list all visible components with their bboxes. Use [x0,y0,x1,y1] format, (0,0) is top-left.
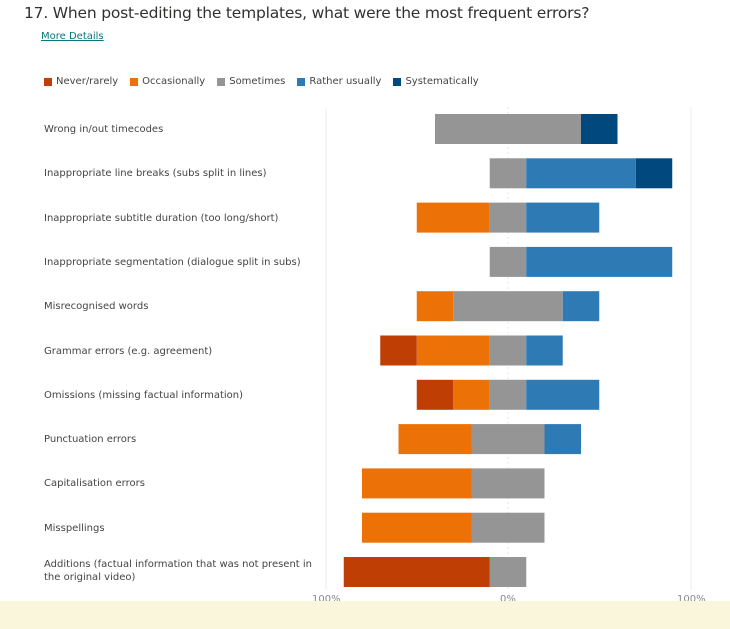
question-title: 17. When post-editing the templates, wha… [24,4,590,22]
legend-swatch [297,77,306,86]
legend-item[interactable]: Sometimes [217,76,285,87]
bar-segment-occasionally [416,335,490,366]
bar-segment-sometimes [489,379,527,410]
legend-label: Occasionally [142,76,206,87]
category-label: Inappropriate line breaks (subs split in… [44,168,267,180]
bar-segment-sometimes [489,158,527,189]
bar-segment-sometimes [489,246,527,277]
bar-segment-sometimes [471,512,545,543]
category-label: Misrecognised words [44,301,149,313]
x-tick-label-left: 100% [312,594,341,605]
legend-item[interactable]: Systematically [393,76,479,87]
bar-segment-sometimes [453,291,563,322]
category-label: Capitalisation errors [44,478,145,490]
bar-segment-sometimes [489,335,527,366]
bar-segment-rather-usually [526,202,600,233]
legend-label: Never/rarely [56,76,119,87]
bar-segment-occasionally [453,379,490,410]
legend-item[interactable]: Rather usually [297,76,381,87]
bar-segment-occasionally [398,424,472,455]
bar-segment-rather-usually [562,291,600,322]
bar-segment-rather-usually [526,246,673,277]
category-label: Additions (factual information that was … [44,559,313,583]
legend-label: Rather usually [309,76,382,87]
bar-segment-rather-usually [544,424,581,455]
legend-label: Sometimes [229,76,286,87]
bar-segment-rather-usually [526,158,636,189]
x-tick-label-center: 0% [500,594,516,605]
bar-segment-sometimes [435,114,581,144]
x-tick-label-right: 100% [677,594,706,605]
bar-segment-never-rarely [343,557,490,587]
bar-segment-sometimes [489,557,527,587]
bar-segment-never-rarely [380,335,417,366]
bar-segment-systematically [581,114,618,144]
bar-segment-occasionally [362,468,472,499]
bar-segment-systematically [635,158,673,189]
chart-legend: Never/rarely Occasionally Sometimes Rather … [44,76,479,87]
legend-label: Systematically [405,76,479,87]
category-label: Misspellings [44,522,105,534]
category-label: Inappropriate segmentation (dialogue spl… [44,256,301,268]
bar-segment-sometimes [489,202,527,233]
legend-swatch [393,77,402,86]
category-label: Wrong in/out timecodes [44,124,164,135]
category-label: Omissions (missing factual information) [44,389,244,401]
bar-segment-never-rarely [416,379,454,410]
legend-item[interactable]: Never/rarely [44,76,118,87]
bar-segment-rather-usually [526,379,600,410]
bar-segment-occasionally [416,202,490,233]
legend-item[interactable]: Occasionally [130,76,205,87]
bar-segment-occasionally [362,512,472,543]
bar-segment-rather-usually [526,335,563,366]
category-label: Grammar errors (e.g. agreement) [44,345,213,357]
category-label: Inappropriate subtitle duration (too lon… [44,212,279,224]
category-label: Punctuation errors [44,434,137,446]
footer-band [0,601,730,629]
legend-swatch [130,77,139,86]
more-details-link[interactable]: More Details [41,31,104,42]
legend-swatch [217,77,226,86]
bar-segment-sometimes [471,468,545,499]
bar-segment-occasionally [416,291,454,322]
bar-segment-sometimes [471,424,545,455]
legend-swatch [44,77,52,86]
